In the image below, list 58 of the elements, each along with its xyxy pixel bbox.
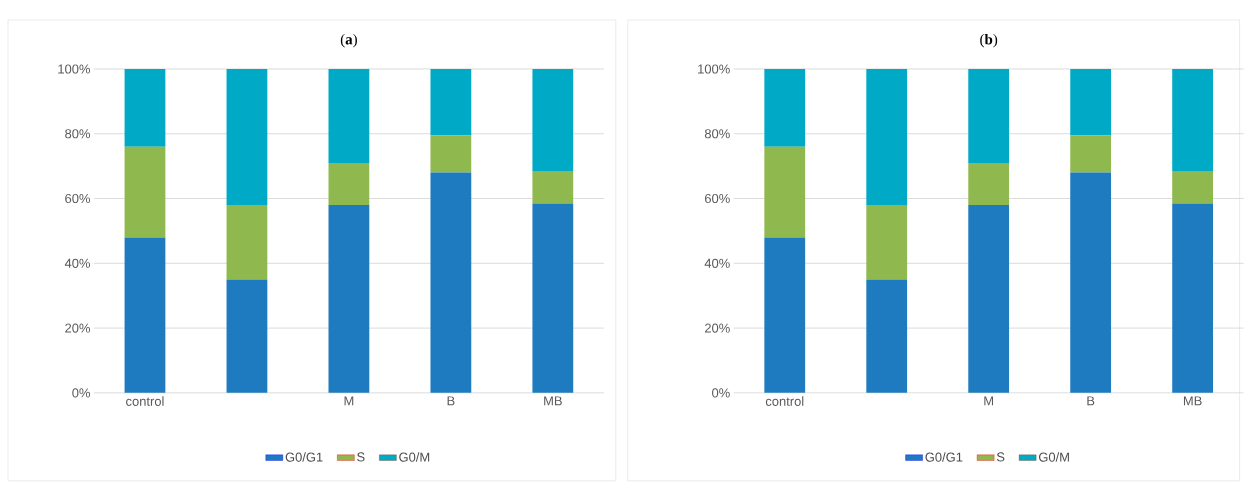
x-tick-label: MB [544,396,562,406]
legend-label: S [996,452,1005,462]
legend-label: G0/M [1038,452,1069,462]
bar [1172,171,1214,204]
legend-label: S [357,452,365,462]
bar [1172,69,1214,172]
y-tick-label: 0% [72,388,91,398]
bar [430,135,472,173]
y-tick-label: 40% [64,258,91,268]
legend-label: G0/G1 [925,452,963,462]
bar [532,69,574,172]
x-tick-label: control [126,396,164,406]
bar [764,146,806,238]
y-tick-label: 100% [58,64,91,74]
bar [328,69,370,163]
y-tick-label: 20% [704,323,730,333]
bar [430,69,472,136]
chart-title: (a) [340,34,357,48]
bar [1172,203,1214,393]
y-tick-label: 60% [65,194,91,204]
legend-label: G0/G1 [285,452,323,462]
x-tick-label: control [765,396,804,406]
bar [124,237,166,393]
bar [226,205,268,280]
y-tick-label: 20% [65,323,91,333]
chart-title: (b) [980,34,998,48]
bar [866,69,908,206]
x-tick-label: B [1087,396,1095,406]
x-tick-label: B [447,396,455,406]
bar [328,162,370,206]
bar [866,279,908,393]
bar [328,205,370,393]
bar [124,146,166,238]
bar [124,69,166,147]
y-tick-label: 0% [712,388,730,398]
bar [1070,69,1112,136]
bar [968,162,1010,206]
x-tick-label: MB [1183,396,1202,406]
x-tick-label: M [344,396,354,406]
y-tick-label: 80% [704,129,730,139]
y-tick-label: 80% [65,129,91,139]
y-tick-label: 60% [704,194,730,204]
bar [1070,135,1112,173]
bar [226,69,268,206]
bar [764,237,806,393]
bar [968,69,1010,163]
bar [764,69,806,147]
bar [532,203,574,393]
bar [1070,172,1112,393]
bar [430,172,472,393]
legend-label: G0/M [399,452,430,462]
bar [532,171,574,204]
y-tick-label: 40% [704,258,730,268]
bar [968,205,1010,393]
x-tick-label: M [984,396,994,406]
bar [866,205,908,280]
bar [226,279,268,393]
y-tick-label: 100% [698,64,730,74]
